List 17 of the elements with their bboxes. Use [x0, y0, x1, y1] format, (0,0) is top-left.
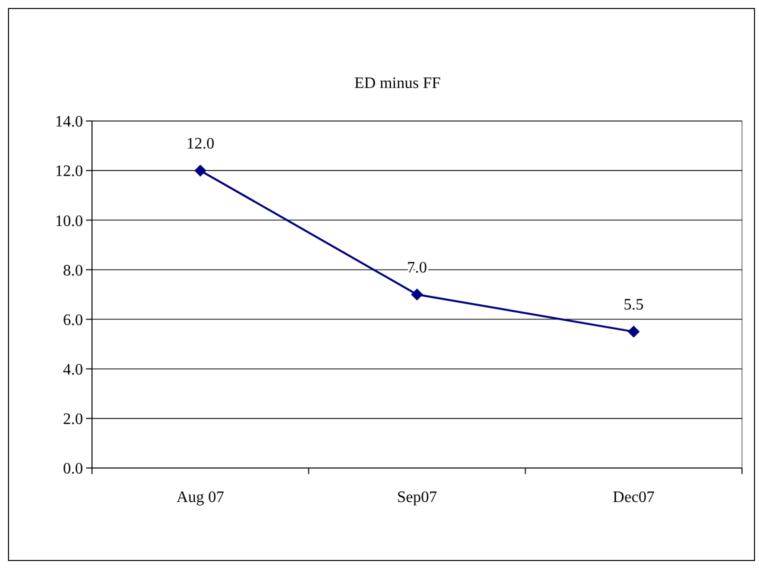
x-tick-label: Sep07	[397, 489, 437, 506]
point	[194, 164, 206, 177]
data-label: 5.5	[624, 296, 644, 314]
y-tick-label: 14.0	[55, 114, 83, 131]
chart-title: ED minus FF	[354, 75, 441, 92]
y-tick-label: 2.0	[63, 411, 83, 428]
y-tick-label: 4.0	[63, 361, 83, 378]
point	[411, 288, 423, 300]
y-tick-label: 12.0	[55, 163, 83, 180]
y-tick-label: 8.0	[63, 262, 83, 280]
y-tick-label: 6.0	[63, 312, 83, 329]
x-tick-label: Aug 07	[176, 489, 224, 506]
data-label: 12.0	[186, 136, 214, 153]
y-tick-label: 10.0	[55, 212, 83, 230]
y-tick-label: 0.0	[63, 460, 83, 478]
x-tick-label: Dec07	[612, 489, 655, 506]
point	[628, 326, 640, 338]
